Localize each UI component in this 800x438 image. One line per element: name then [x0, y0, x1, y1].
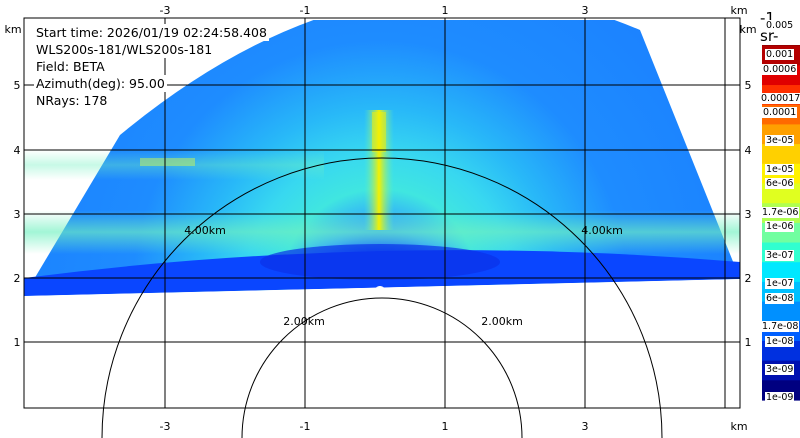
plot-frame — [23, 17, 741, 409]
colorbar-label-2: 0.00017 — [760, 93, 800, 104]
y-tick-right-0: 5 — [745, 79, 752, 92]
colorbar-label-1: 0.0006 — [762, 64, 798, 75]
colorbar-segment — [762, 262, 800, 283]
x-tick-top-3: 3 — [582, 4, 589, 17]
y-axis-right: km 5 4 3 2 1 — [739, 23, 756, 349]
y-axis-left: km 5 4 3 2 1 — [4, 23, 21, 349]
x-unit-bottom: km — [730, 420, 747, 433]
echo-sector — [24, 20, 740, 296]
y-tick-right-4: 1 — [745, 336, 752, 349]
nrays-label: NRays: 178 — [34, 92, 110, 109]
colorbar-label-12: 1.7e-08 — [761, 321, 800, 332]
x-tick-top-1: -1 — [300, 4, 311, 17]
scan-info-panel: Start time: 2026/01/19 02:24:58.408 WLS2… — [34, 24, 269, 109]
ring-label-inner-left: 2.00km — [283, 315, 325, 328]
colorbar-label-0: 0.001 — [765, 49, 795, 60]
colorbar-top-label: 0.005 — [765, 20, 795, 31]
colorbar-label-14: 3e-09 — [765, 364, 795, 375]
instrument-label: WLS200s-181/WLS200s-181 — [34, 41, 215, 58]
colorbar-label-9: 3e-07 — [765, 250, 795, 261]
colorbar-label-3: 0.0001 — [762, 107, 798, 118]
colorbar-label-7: 1.7e-06 — [761, 207, 800, 218]
field-label: Field: BETA — [34, 58, 107, 75]
x-tick-bottom-2: 1 — [442, 420, 449, 433]
x-tick-top-2: 1 — [442, 4, 449, 17]
x-tick-bottom-1: -1 — [300, 420, 311, 433]
colorbar-segment — [762, 144, 800, 165]
x-axis-top: -3 -1 1 3 km — [160, 4, 748, 17]
y-unit-right: km — [739, 23, 756, 36]
y-unit-left: km — [4, 23, 21, 36]
colorbar-label-13: 1e-08 — [765, 336, 795, 347]
ring-label-outer-left: 4.00km — [184, 224, 226, 237]
colorbar-label-5: 1e-05 — [765, 164, 795, 175]
y-tick-left-4: 1 — [14, 336, 21, 349]
y-tick-left-3: 2 — [14, 272, 21, 285]
x-tick-bottom-3: 3 — [582, 420, 589, 433]
colorbar-label-4: 3e-05 — [765, 135, 795, 146]
colorbar-label-10: 1e-07 — [765, 278, 795, 289]
start-time-label: Start time: 2026/01/19 02:24:58.408 — [34, 24, 269, 41]
colorbar-label-11: 6e-08 — [765, 293, 795, 304]
x-unit-top: km — [730, 4, 747, 17]
colorbar-segment — [762, 301, 800, 322]
colorbar-label-6: 6e-06 — [765, 178, 795, 189]
colorbar-label-15: 1e-09 — [765, 392, 795, 403]
y-tick-right-2: 3 — [745, 208, 752, 221]
x-axis-bottom: -3 -1 1 3 km — [160, 420, 748, 433]
x-tick-top-0: -3 — [160, 4, 171, 17]
y-tick-left-0: 5 — [14, 79, 21, 92]
ring-label-outer-right: 4.00km — [581, 224, 623, 237]
y-tick-right-3: 2 — [745, 272, 752, 285]
grid-lines — [24, 18, 740, 408]
y-tick-left-1: 4 — [14, 144, 21, 157]
y-tick-left-2: 3 — [14, 208, 21, 221]
y-tick-right-1: 4 — [745, 144, 752, 157]
ring-label-inner-right: 2.00km — [481, 315, 523, 328]
colorbar-label-8: 1e-06 — [765, 221, 795, 232]
azimuth-label: Azimuth(deg): 95.00 — [34, 75, 167, 92]
range-rings — [101, 157, 663, 438]
ring-labels: 4.00km 4.00km 2.00km 2.00km — [184, 224, 623, 328]
x-tick-bottom-0: -3 — [160, 420, 171, 433]
